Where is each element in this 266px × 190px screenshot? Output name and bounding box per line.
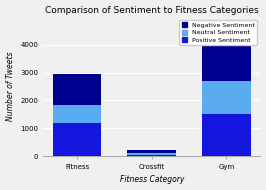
Bar	[53, 74, 101, 105]
Y-axis label: Number of Tweets: Number of Tweets	[6, 52, 15, 121]
Bar	[53, 105, 101, 123]
Bar	[53, 123, 101, 156]
Legend: Negative Sentiment, Neutral Sentiment, Positive Sentiment: Negative Sentiment, Neutral Sentiment, P…	[180, 20, 257, 45]
Bar	[127, 150, 176, 153]
Bar	[127, 153, 176, 155]
X-axis label: Fitness Category: Fitness Category	[119, 175, 184, 184]
Bar	[202, 114, 251, 156]
Bar	[127, 155, 176, 156]
Bar	[202, 31, 251, 81]
Title: Comparison of Sentiment to Fitness Categories: Comparison of Sentiment to Fitness Categ…	[45, 6, 259, 15]
Bar	[202, 81, 251, 114]
